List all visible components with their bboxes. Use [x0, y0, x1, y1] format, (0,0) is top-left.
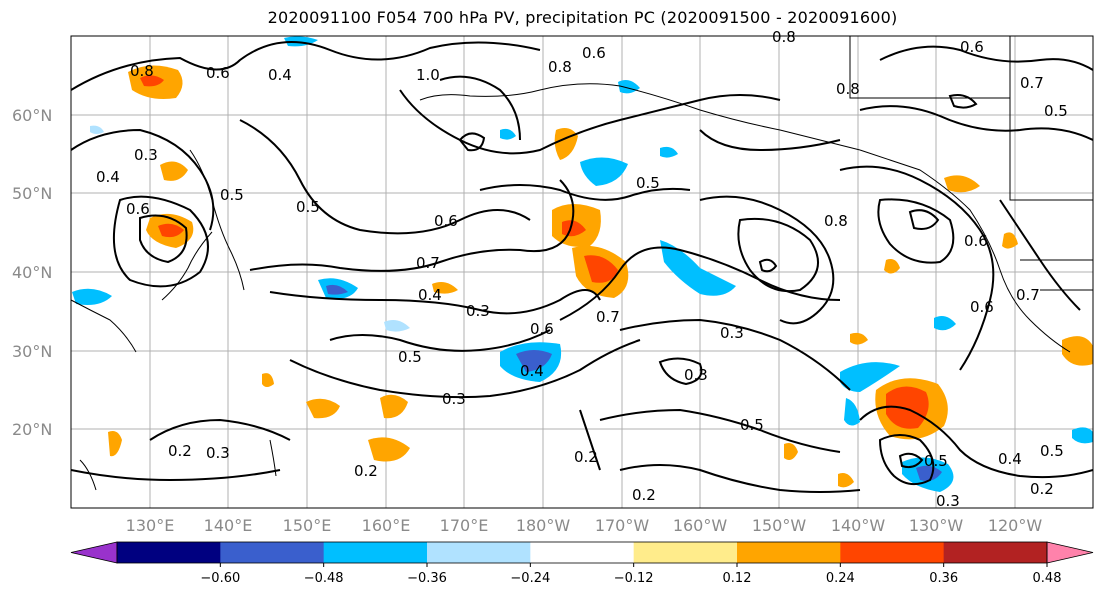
contour-label: 0.3 [442, 390, 466, 408]
contour-label: 1.0 [416, 66, 440, 84]
lat-label: 30°N [12, 342, 52, 361]
contour-label: 0.7 [1016, 286, 1040, 304]
colorbar-tick-label: 0.48 [1033, 571, 1062, 586]
lon-label: 160°E [362, 516, 411, 535]
contour-labels: 0.8 0.6 0.4 0.6 0.8 1.0 0.6 0.8 0.7 0.8 … [96, 28, 1068, 510]
contour-label: 0.5 [636, 174, 660, 192]
lon-label: 150°E [283, 516, 332, 535]
contour-label: 0.6 [964, 232, 988, 250]
colorbar-segment [840, 542, 945, 563]
colorbar-segment [943, 542, 1048, 563]
lon-label: 170°E [440, 516, 489, 535]
pv-contours [71, 41, 1093, 493]
colorbar-segment [737, 542, 841, 563]
map-title: 2020091100 F054 700 hPa PV, precipitatio… [267, 8, 898, 27]
contour-label: 0.5 [1040, 442, 1064, 460]
contour-label: 0.4 [520, 362, 544, 380]
contour-label: 0.7 [596, 308, 620, 326]
contour-label: 0.6 [434, 212, 458, 230]
contour-label: 0.3 [684, 366, 708, 384]
contour-label: 0.4 [998, 450, 1022, 468]
colorbar-extend-high [1046, 541, 1094, 564]
contour-label: 0.7 [416, 254, 440, 272]
lon-label: 140°W [831, 516, 886, 535]
lon-label: 120°W [988, 516, 1043, 535]
contour-label: 0.7 [1020, 74, 1044, 92]
contour-label: 0.6 [206, 64, 230, 82]
contour-label: 0.5 [398, 348, 422, 366]
contour-label: 0.6 [530, 320, 554, 338]
latitude-labels: 60°N 50°N 40°N 30°N 20°N [12, 106, 52, 439]
lat-label: 60°N [12, 106, 52, 125]
contour-label: 0.8 [772, 28, 796, 46]
contour-label: 0.5 [1044, 102, 1068, 120]
contour-label: 0.2 [354, 462, 378, 480]
contour-label: 0.4 [418, 286, 442, 304]
contour-label: 0.3 [206, 444, 230, 462]
contour-label: 0.2 [632, 486, 656, 504]
colorbar [70, 541, 1094, 564]
gridlines [71, 36, 1093, 508]
colorbar-tick-label: −0.60 [200, 571, 240, 586]
colorbar-border [116, 541, 1048, 564]
colorbar-segment [220, 542, 325, 563]
colorbar-segment [117, 542, 221, 563]
contour-label: 0.8 [548, 58, 572, 76]
contour-label: 0.5 [924, 452, 948, 470]
colorbar-tick-label: 0.24 [826, 571, 855, 586]
lat-label: 40°N [12, 263, 52, 282]
contour-label: 0.5 [220, 186, 244, 204]
colorbar-segment [530, 542, 635, 563]
contour-label: 0.3 [720, 324, 744, 342]
contour-label: 0.5 [296, 198, 320, 216]
lon-label: 160°W [673, 516, 728, 535]
lat-label: 20°N [12, 420, 52, 439]
lon-label: 130°W [909, 516, 964, 535]
contour-label: 0.8 [824, 212, 848, 230]
colorbar-tick-label: −0.36 [407, 571, 447, 586]
lon-label: 140°E [204, 516, 253, 535]
contour-label: 0.8 [836, 80, 860, 98]
contour-label: 0.2 [1030, 480, 1054, 498]
map-frame [70, 35, 1094, 509]
contour-label: 0.6 [582, 44, 606, 62]
colorbar-segment [427, 542, 531, 563]
colorbar-tick-label: 0.12 [723, 571, 752, 586]
contour-label: 0.3 [134, 146, 158, 164]
colorbar-segment [323, 542, 428, 563]
contour-label: 0.5 [740, 416, 764, 434]
coastlines [71, 36, 1093, 491]
colorbar-tick-label: −0.48 [304, 571, 344, 586]
contour-label: 0.3 [466, 302, 490, 320]
contour-label: 0.2 [574, 448, 598, 466]
colorbar-tick-label: −0.24 [510, 571, 550, 586]
colorbar-segment [633, 542, 738, 563]
contour-label: 0.4 [268, 66, 292, 84]
contour-label: 0.6 [126, 200, 150, 218]
colorbar-tick-label: 0.36 [929, 571, 958, 586]
lon-label: 150°W [752, 516, 807, 535]
lat-label: 50°N [12, 184, 52, 203]
lon-label: 130°E [126, 516, 175, 535]
contour-label: 0.6 [970, 298, 994, 316]
colorbar-ticks: −0.60 −0.48 −0.36 −0.24 −0.12 0.12 0.24 0.36 0.4… [200, 563, 1062, 586]
lon-label: 180°W [516, 516, 571, 535]
colorbar-tick-label: −0.12 [614, 571, 654, 586]
contour-label: 0.6 [960, 38, 984, 56]
colorbar-extend-low [70, 541, 118, 564]
lon-label: 170°W [595, 516, 650, 535]
contour-label: 0.3 [936, 492, 960, 510]
contour-label: 0.2 [168, 442, 192, 460]
contour-label: 0.8 [130, 62, 154, 80]
longitude-labels: 130°E 140°E 150°E 160°E 170°E 180°W 170°… [126, 516, 1043, 535]
precip-positive-areas [108, 65, 1093, 488]
contour-label: 0.4 [96, 168, 120, 186]
